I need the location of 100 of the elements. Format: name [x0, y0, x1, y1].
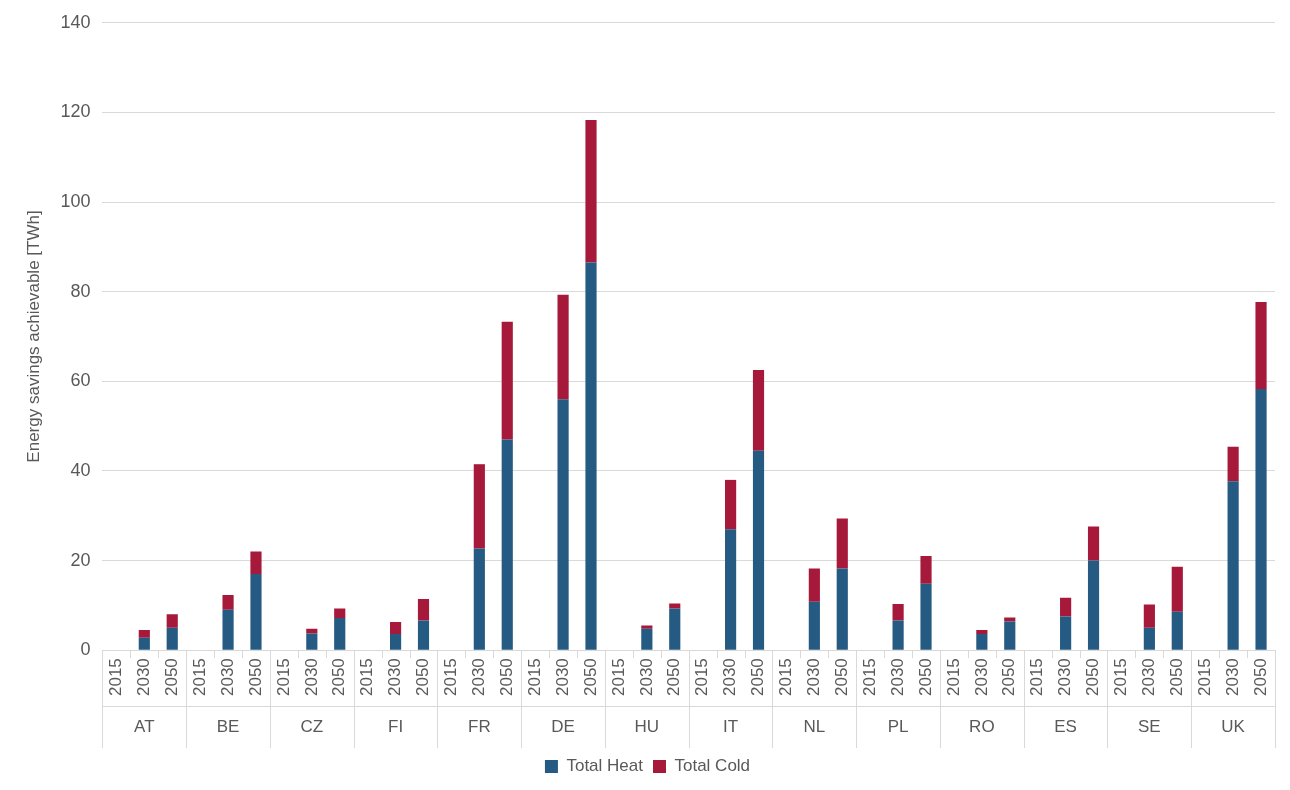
bar [920, 583, 932, 650]
bar [473, 548, 485, 650]
bar [669, 603, 681, 609]
bar [389, 634, 402, 650]
x-tick-label: 2050 [161, 658, 181, 697]
bar [1060, 597, 1072, 617]
bar [1087, 526, 1100, 561]
bar [752, 370, 765, 451]
bar [1004, 621, 1016, 650]
y-tick-label: 80 [70, 280, 91, 301]
x-tick-label: 2015 [273, 658, 293, 697]
bar [138, 630, 150, 638]
x-tick-label: 2050 [915, 658, 935, 697]
x-tick-label: 2030 [301, 658, 321, 697]
bar [222, 595, 234, 610]
x-tick-label: 2050 [245, 658, 265, 697]
y-tick-label: 0 [80, 639, 91, 660]
x-tick-label: 2050 [748, 658, 768, 697]
text: FR [467, 716, 491, 736]
x-tick-label: 2015 [1027, 658, 1047, 697]
x-tick-label: 2030 [552, 658, 572, 697]
x-tick-label: 2015 [692, 658, 712, 697]
y-tick-label: 140 [60, 11, 91, 32]
bar [1060, 616, 1072, 650]
x-tick-label: 2050 [999, 658, 1019, 697]
x-tick-label: 2015 [1111, 658, 1131, 697]
x-tick-label: 2050 [496, 658, 516, 697]
bar [166, 614, 178, 628]
bar [1171, 611, 1183, 650]
bar [892, 620, 904, 650]
x-tick-label: 2030 [720, 658, 740, 697]
bar [836, 568, 848, 650]
bar [1227, 446, 1239, 482]
x-tick-label: 2015 [1194, 658, 1214, 697]
x-tick-label: 2030 [887, 658, 907, 697]
text: AT [134, 716, 155, 736]
text: HU [634, 716, 660, 736]
bar [557, 294, 569, 400]
x-tick-label: 2030 [217, 658, 237, 697]
bar [585, 120, 597, 263]
x-tick-label: 2030 [469, 658, 489, 697]
x-tick-label: 2015 [859, 658, 879, 697]
bar [1255, 301, 1267, 389]
bar [166, 627, 178, 650]
x-tick-label: 2030 [385, 658, 405, 697]
bar [725, 529, 737, 650]
y-tick-label: 20 [70, 549, 91, 570]
text: ES [1054, 716, 1077, 736]
x-tick-label: 2050 [664, 658, 684, 697]
x-tick-label: 2015 [189, 658, 209, 697]
x-tick-label: 2050 [413, 658, 433, 697]
x-tick-label: 2015 [524, 658, 544, 697]
bar [976, 634, 988, 650]
x-tick-label: 2015 [106, 658, 126, 697]
bar [752, 450, 765, 650]
bar [501, 321, 513, 440]
legend-label: Total Heat [566, 756, 644, 776]
bar [1087, 560, 1100, 650]
x-tick-label: 2030 [1222, 658, 1242, 697]
bar [836, 518, 848, 569]
bar [501, 439, 513, 650]
x-tick-label: 2050 [1250, 658, 1270, 697]
bar [334, 608, 346, 618]
bar [641, 628, 653, 650]
legend-label: Total Cold [674, 756, 751, 776]
bar [557, 399, 569, 650]
x-tick-label: 2050 [1166, 658, 1186, 697]
bar [1255, 388, 1267, 650]
x-tick-label: 2030 [636, 658, 656, 697]
text: SE [1138, 716, 1161, 736]
bar [920, 556, 932, 584]
bar [892, 604, 904, 621]
x-tick-label: 2030 [134, 658, 153, 697]
x-tick-label: 2030 [1139, 658, 1159, 697]
x-tick-label: 2050 [1083, 658, 1103, 697]
x-tick-label: 2030 [804, 658, 824, 697]
bar [1143, 627, 1155, 650]
text: UK [1221, 716, 1246, 736]
text: DE [551, 716, 575, 736]
y-tick-label: 40 [70, 459, 91, 480]
bar [976, 630, 988, 635]
y-tick-label: 120 [60, 101, 91, 122]
x-tick-label: 2015 [441, 658, 461, 697]
bar [808, 568, 820, 602]
x-tick-label: 2015 [357, 658, 377, 697]
x-tick-label: 2050 [831, 658, 851, 697]
x-tick-label: 2015 [608, 658, 628, 697]
bar [250, 574, 262, 650]
x-tick-label: 2050 [580, 658, 600, 697]
bar [473, 464, 485, 549]
text: FI [388, 716, 404, 736]
bar [334, 617, 346, 650]
x-tick-label: 2030 [971, 658, 991, 697]
text: CZ [300, 716, 324, 736]
bar [138, 637, 150, 650]
bar [669, 608, 681, 650]
x-tick-label: 2015 [943, 658, 963, 697]
y-axis-title: Energy savings achievable [TWh] [23, 210, 43, 463]
x-tick-label: 2015 [776, 658, 796, 697]
text: RO [969, 716, 995, 736]
